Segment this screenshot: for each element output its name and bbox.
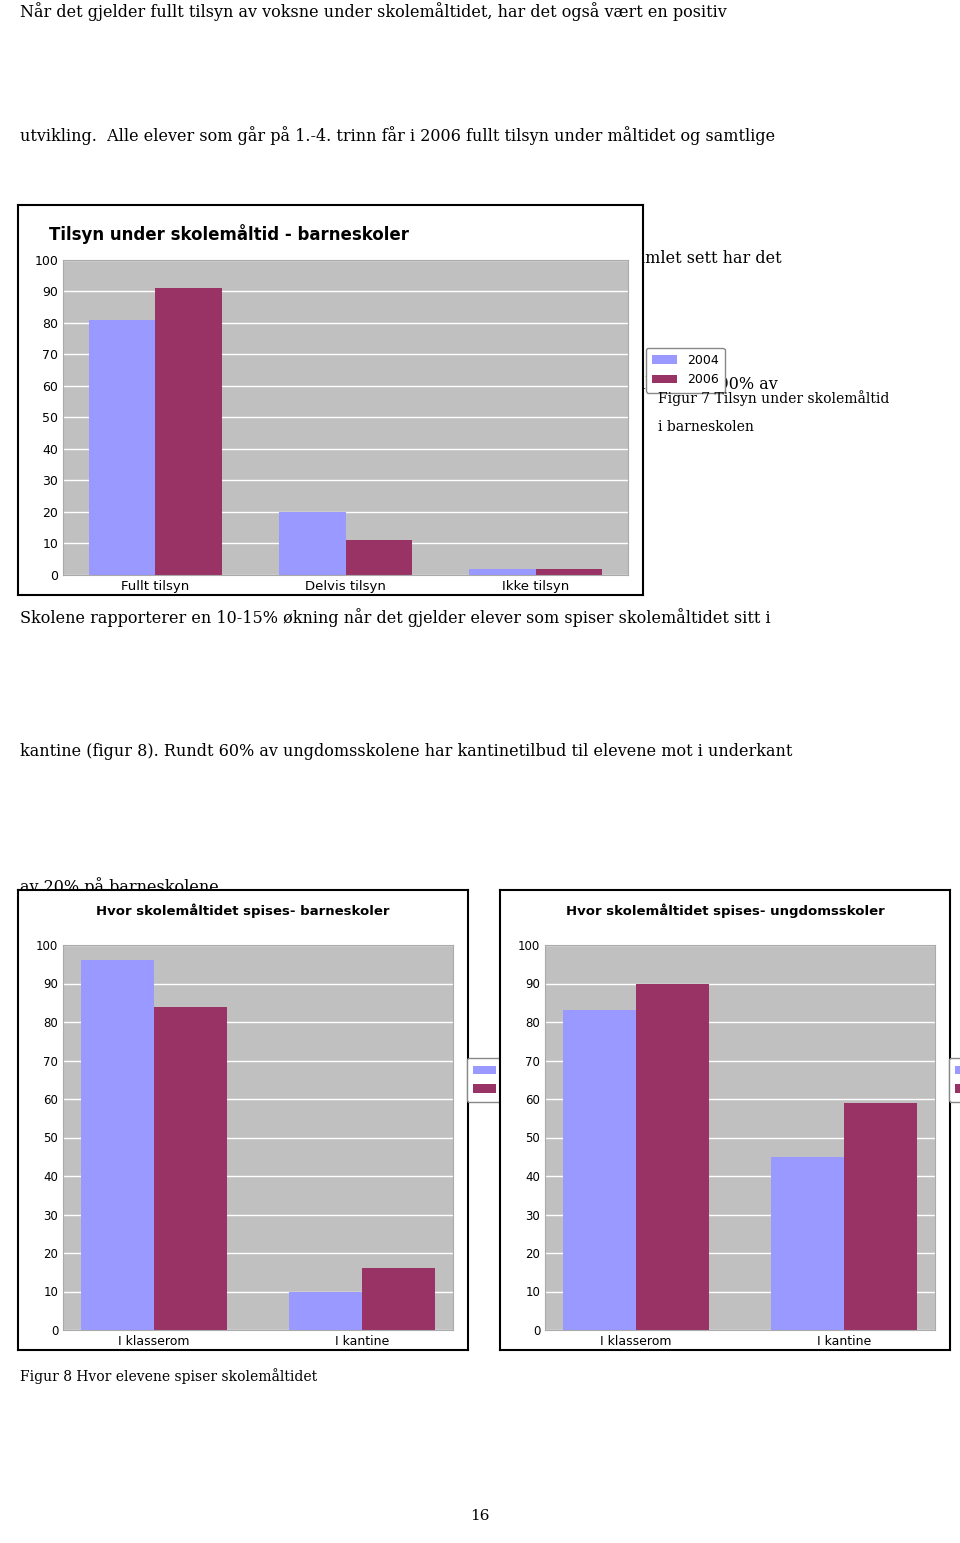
Bar bbox=[279, 512, 346, 576]
Text: av skolene innfrir dermed kravet om fullt tilsyn for denne aldersgruppen. Samlet: av skolene innfrir dermed kravet om full… bbox=[20, 250, 781, 267]
Text: Hvor skolemåltidet spises- ungdomsskoler: Hvor skolemåltidet spises- ungdomsskoler bbox=[565, 904, 884, 918]
Text: Tilsyn under skolemåltid - barneskoler: Tilsyn under skolemåltid - barneskoler bbox=[49, 224, 409, 244]
Text: i barneskolen: i barneskolen bbox=[658, 420, 754, 434]
Legend: 2004, 2006: 2004, 2006 bbox=[948, 1058, 960, 1102]
Bar bbox=[154, 1006, 227, 1330]
Bar bbox=[156, 289, 222, 576]
Text: Skolene rapporterer en 10-15% økning når det gjelder elever som spiser skolemålt: Skolene rapporterer en 10-15% økning når… bbox=[20, 608, 771, 626]
Text: vært en økning på 10% for barneskolen når det gjelder tilsyn under skolemåltidet: vært en økning på 10% for barneskolen nå… bbox=[20, 373, 778, 393]
Bar bbox=[81, 960, 154, 1330]
Text: Figur 7 Tilsyn under skolemåltid: Figur 7 Tilsyn under skolemåltid bbox=[658, 390, 889, 406]
Bar bbox=[844, 1103, 917, 1330]
Bar bbox=[563, 1011, 636, 1330]
Text: Figur 8 Hvor elevene spiser skolemåltidet: Figur 8 Hvor elevene spiser skolemåltide… bbox=[20, 1369, 317, 1384]
Text: barneskoleelevene har fullt tilsyn mens de spiser (figur 7).: barneskoleelevene har fullt tilsyn mens … bbox=[20, 498, 498, 515]
Text: kantine (figur 8). Rundt 60% av ungdomsskolene har kantinetilbud til elevene mot: kantine (figur 8). Rundt 60% av ungdomss… bbox=[20, 742, 792, 759]
Bar bbox=[346, 540, 412, 576]
Bar bbox=[771, 1157, 844, 1330]
Text: av 20% på barneskolene.: av 20% på barneskolene. bbox=[20, 878, 224, 896]
Bar bbox=[536, 569, 602, 576]
Text: 16: 16 bbox=[470, 1509, 490, 1523]
Bar bbox=[289, 1291, 362, 1330]
Bar bbox=[469, 569, 536, 576]
Text: utvikling.  Alle elever som går på 1.-4. trinn får i 2006 fullt tilsyn under mål: utvikling. Alle elever som går på 1.-4. … bbox=[20, 127, 775, 145]
Legend: 2004, 2006: 2004, 2006 bbox=[467, 1058, 541, 1102]
Bar bbox=[362, 1268, 435, 1330]
Bar bbox=[88, 319, 156, 576]
Text: Hvor skolemåltidet spises- barneskoler: Hvor skolemåltidet spises- barneskoler bbox=[96, 904, 390, 918]
Text: Når det gjelder fullt tilsyn av voksne under skolemåltidet, har det også vært en: Når det gjelder fullt tilsyn av voksne u… bbox=[20, 2, 727, 22]
Bar bbox=[636, 983, 708, 1330]
Legend: 2004, 2006: 2004, 2006 bbox=[645, 347, 725, 392]
